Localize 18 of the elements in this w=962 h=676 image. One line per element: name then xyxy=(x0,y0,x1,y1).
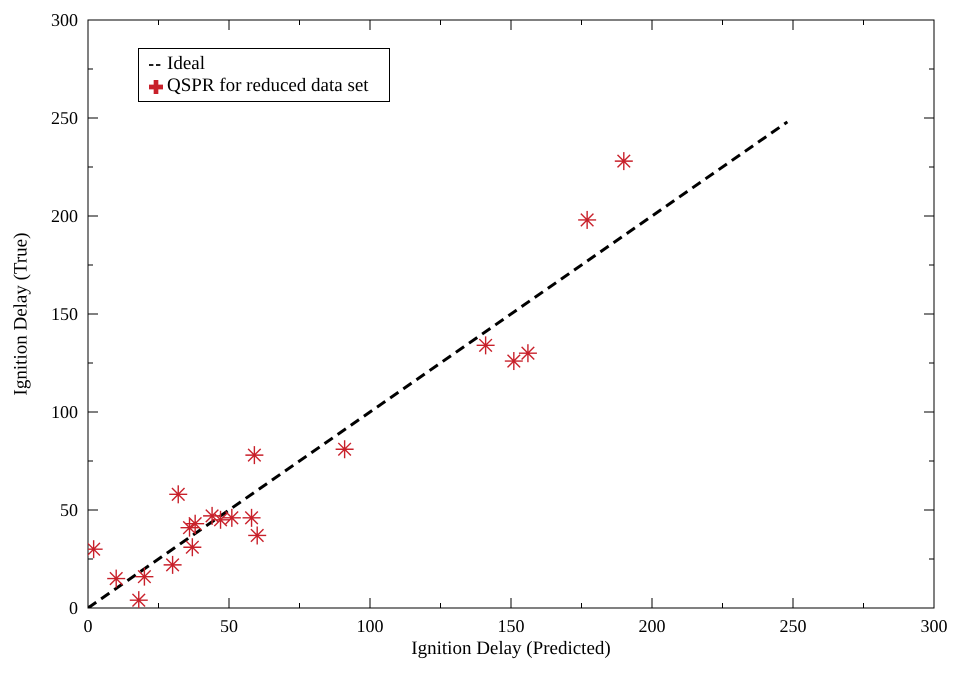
x-axis-title: Ignition Delay (Predicted) xyxy=(411,638,611,659)
legend-label: Ideal xyxy=(167,53,205,74)
y-tick-label: 200 xyxy=(51,206,78,226)
x-tick-label: 300 xyxy=(920,616,948,636)
y-tick-label: 250 xyxy=(51,108,78,128)
x-tick-label: 250 xyxy=(780,616,806,636)
x-tick-label: 100 xyxy=(356,616,384,636)
y-tick-label: 50 xyxy=(60,500,78,520)
y-axis-title: Ignition Delay (True) xyxy=(10,232,32,396)
legend-label: QSPR for reduced data set xyxy=(167,75,369,96)
y-tick-label: 300 xyxy=(51,10,78,30)
y-tick-label: 150 xyxy=(51,304,78,324)
x-tick-label: 150 xyxy=(498,616,524,636)
y-tick-label: 100 xyxy=(51,402,78,422)
x-tick-label: 50 xyxy=(220,616,238,636)
x-tick-label: 200 xyxy=(638,616,666,636)
x-tick-label: 0 xyxy=(84,616,92,636)
y-tick-label: 0 xyxy=(69,598,78,618)
